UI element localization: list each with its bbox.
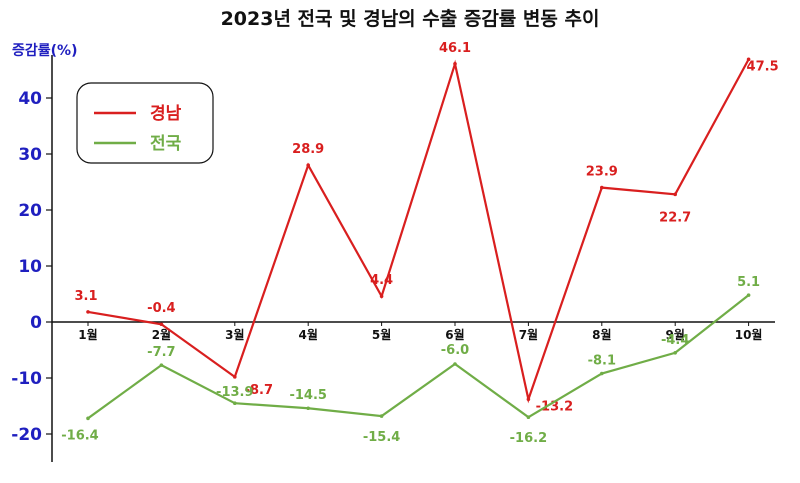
- legend-label-1: 전국: [150, 134, 182, 154]
- data-label: 47.5: [747, 59, 779, 74]
- y-tick-label: 0: [30, 313, 42, 333]
- data-point: [86, 310, 90, 314]
- y-tick-label: -10: [11, 369, 42, 389]
- data-point: [453, 362, 457, 366]
- data-label: -16.2: [510, 431, 547, 446]
- data-point: [673, 192, 677, 197]
- series-line-0: [87, 58, 750, 404]
- series-layer: 3.1 -0.4 -8.7 28.9 4.4 46.1 -13.2 23.9 22.7 47.5 -…: [61, 41, 778, 446]
- data-label: -13.9: [216, 385, 253, 400]
- data-label: 3.1: [74, 289, 97, 304]
- data-label: 46.1: [439, 41, 471, 56]
- data-label: -4.4: [661, 333, 689, 348]
- x-tick-label: 5월: [372, 327, 391, 342]
- data-point: [306, 163, 311, 167]
- x-tick-label: 9월: [666, 327, 685, 342]
- data-label: -8.7: [245, 383, 273, 398]
- data-point: [526, 415, 531, 420]
- x-ticks: 1월 2월 3월 4월 5월 6월 7월 8월 9월 10월: [78, 322, 762, 342]
- data-label: -13.2: [536, 399, 573, 414]
- y-tick-label: 40: [18, 89, 42, 109]
- data-point: [453, 62, 457, 66]
- data-label: -16.4: [61, 428, 98, 443]
- data-label: 23.9: [586, 165, 618, 180]
- y-ticks: -20 -10 0 10 20 30 40: [11, 89, 52, 445]
- y-axis-label: 증감률(%): [12, 42, 77, 59]
- data-point: [673, 351, 677, 355]
- data-label: 5.1: [737, 275, 760, 290]
- x-tick-label: 8월: [592, 327, 611, 342]
- x-tick-label: 7월: [519, 327, 538, 342]
- data-label: -0.4: [147, 301, 175, 316]
- y-tick-label: 20: [18, 201, 42, 221]
- data-label: 22.7: [659, 210, 691, 225]
- x-tick-label: 3월: [225, 327, 244, 342]
- data-label: 4.4: [370, 273, 393, 288]
- x-tick-label: 10월: [735, 327, 763, 342]
- y-tick-label: 30: [18, 145, 42, 165]
- x-tick-label: 4월: [299, 327, 318, 342]
- y-tick-label: -20: [11, 425, 42, 445]
- data-label: -14.5: [289, 388, 326, 403]
- data-point: [306, 406, 311, 411]
- data-point: [159, 363, 164, 367]
- x-tick-label: 2월: [152, 327, 171, 342]
- series-line-1: [87, 294, 750, 420]
- data-point: [233, 401, 237, 406]
- data-point: [379, 414, 384, 418]
- legend-label-0: 경남: [150, 104, 182, 124]
- data-label: -7.7: [147, 345, 175, 360]
- data-point: [526, 397, 531, 402]
- legend-box: [76, 82, 214, 164]
- data-label: -6.0: [441, 343, 469, 358]
- data-point: [600, 185, 604, 190]
- data-label: -15.4: [363, 430, 400, 445]
- data-point: [233, 375, 237, 379]
- chart-title: 2023년 전국 및 경남의 수출 증감률 변동 추이: [221, 8, 600, 30]
- y-tick-label: 10: [18, 257, 42, 277]
- series-1: -16.4 -7.7 -13.9 -14.5 -15.4 -6.0 -16.2 -8.1 -4.…: [61, 275, 760, 446]
- legend: 경남 전국: [76, 82, 214, 164]
- series-0: 3.1 -0.4 -8.7 28.9 4.4 46.1 -13.2 23.9 22.7 47.5: [74, 41, 778, 414]
- data-point: [600, 371, 604, 376]
- axes: [51, 55, 775, 462]
- x-tick-label: 6월: [445, 327, 464, 342]
- data-label: 28.9: [292, 142, 324, 157]
- data-point: [86, 416, 90, 421]
- data-point: [746, 57, 751, 62]
- x-tick-label: 1월: [78, 327, 97, 342]
- data-point: [379, 294, 384, 299]
- data-label: -8.1: [588, 354, 616, 369]
- data-point: [159, 322, 164, 327]
- data-point: [746, 293, 751, 297]
